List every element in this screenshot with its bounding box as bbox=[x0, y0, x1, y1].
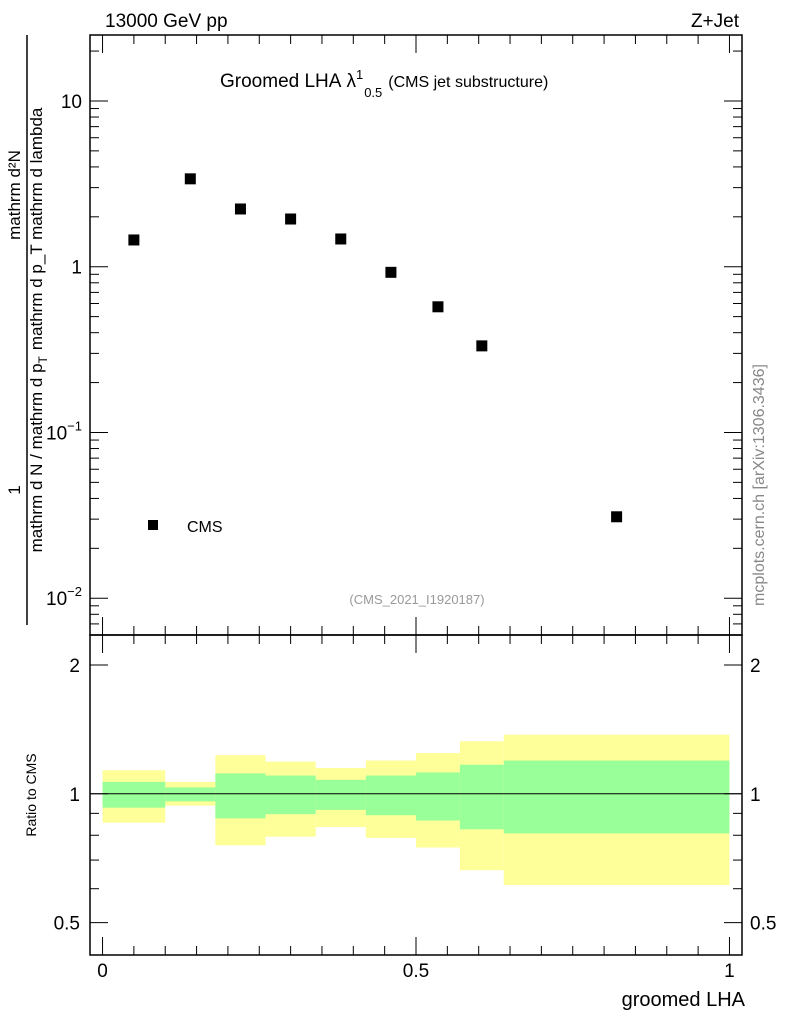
x-tick-label: 1 bbox=[724, 961, 735, 982]
data-point bbox=[128, 234, 140, 246]
ratio-bands bbox=[90, 734, 742, 886]
data-point bbox=[184, 173, 196, 185]
ratio-band-stat-bin bbox=[165, 787, 216, 802]
data-point bbox=[285, 213, 297, 225]
y-label-numerator: mathrm d²N bbox=[5, 150, 24, 240]
y-axis-label-ratio: Ratio to CMS bbox=[23, 753, 39, 836]
y-tick-label: 10 bbox=[61, 92, 82, 113]
y-axis-label-main: 1 mathrm d²N mathrm d N / mathrm d pTmat… bbox=[5, 107, 50, 552]
axes: 10 1 10−1 10−2 2 2 1 1 0.5 0.5 0 0.5 1 bbox=[46, 34, 776, 982]
y-tick-label: 10−2 bbox=[46, 584, 82, 610]
data-point bbox=[234, 203, 246, 215]
data-point bbox=[432, 301, 444, 313]
source-label: mcplots.cern.ch [arXiv:1306.3436] bbox=[751, 364, 768, 606]
ratio-y-tick-label-right: 2 bbox=[750, 656, 761, 677]
ratio-band-stat-bin bbox=[102, 781, 166, 808]
ratio-y-tick-label-left: 2 bbox=[69, 656, 80, 677]
x-tick-label: 0.5 bbox=[403, 961, 429, 982]
ratio-band-stat-bin bbox=[459, 764, 504, 830]
ratio-y-tick-label-left: 1 bbox=[69, 785, 80, 806]
main-marks bbox=[128, 173, 623, 523]
data-point bbox=[476, 340, 488, 352]
data-point bbox=[385, 266, 397, 278]
main-title-text: Groomed LHA λ10.5(CMS jet substructure) bbox=[220, 67, 548, 100]
y-tick-label: 10−1 bbox=[46, 418, 82, 444]
main-title: Groomed LHA λ10.5(CMS jet substructure) bbox=[220, 67, 548, 100]
ratio-band-stat-bin bbox=[416, 772, 460, 821]
ratio-band-stat-bin bbox=[215, 773, 266, 819]
x-tick-label: 0 bbox=[97, 961, 108, 982]
ratio-band-stat-bin bbox=[503, 760, 730, 834]
ratio-band-stat-bin bbox=[265, 775, 316, 815]
y-tick-label: 1 bbox=[71, 258, 82, 279]
ratio-y-tick-label-left: 0.5 bbox=[54, 914, 80, 935]
y-label-denominator: mathrm d N / mathrm d pTmathrm d p_T mat… bbox=[27, 107, 50, 552]
data-point bbox=[611, 511, 623, 523]
x-axis-label: groomed LHA bbox=[622, 989, 746, 1011]
legend-marker-cms bbox=[148, 520, 158, 530]
y-label-prefix-numerator: 1 bbox=[5, 485, 24, 494]
data-point bbox=[335, 233, 347, 245]
legend: CMS bbox=[148, 519, 223, 536]
process-label: Z+Jet bbox=[691, 11, 740, 32]
legend-label-cms: CMS bbox=[187, 519, 223, 536]
main-frame bbox=[89, 34, 743, 636]
ratio-band-stat-bin bbox=[315, 779, 366, 810]
ratio-band-stat-bin bbox=[365, 775, 416, 816]
ratio-y-tick-label-right: 1 bbox=[750, 785, 761, 806]
ratio-y-tick-label-right: 0.5 bbox=[750, 914, 776, 935]
analysis-id: (CMS_2021_I1920187) bbox=[349, 592, 484, 607]
energy-label: 13000 GeV pp bbox=[105, 11, 228, 32]
